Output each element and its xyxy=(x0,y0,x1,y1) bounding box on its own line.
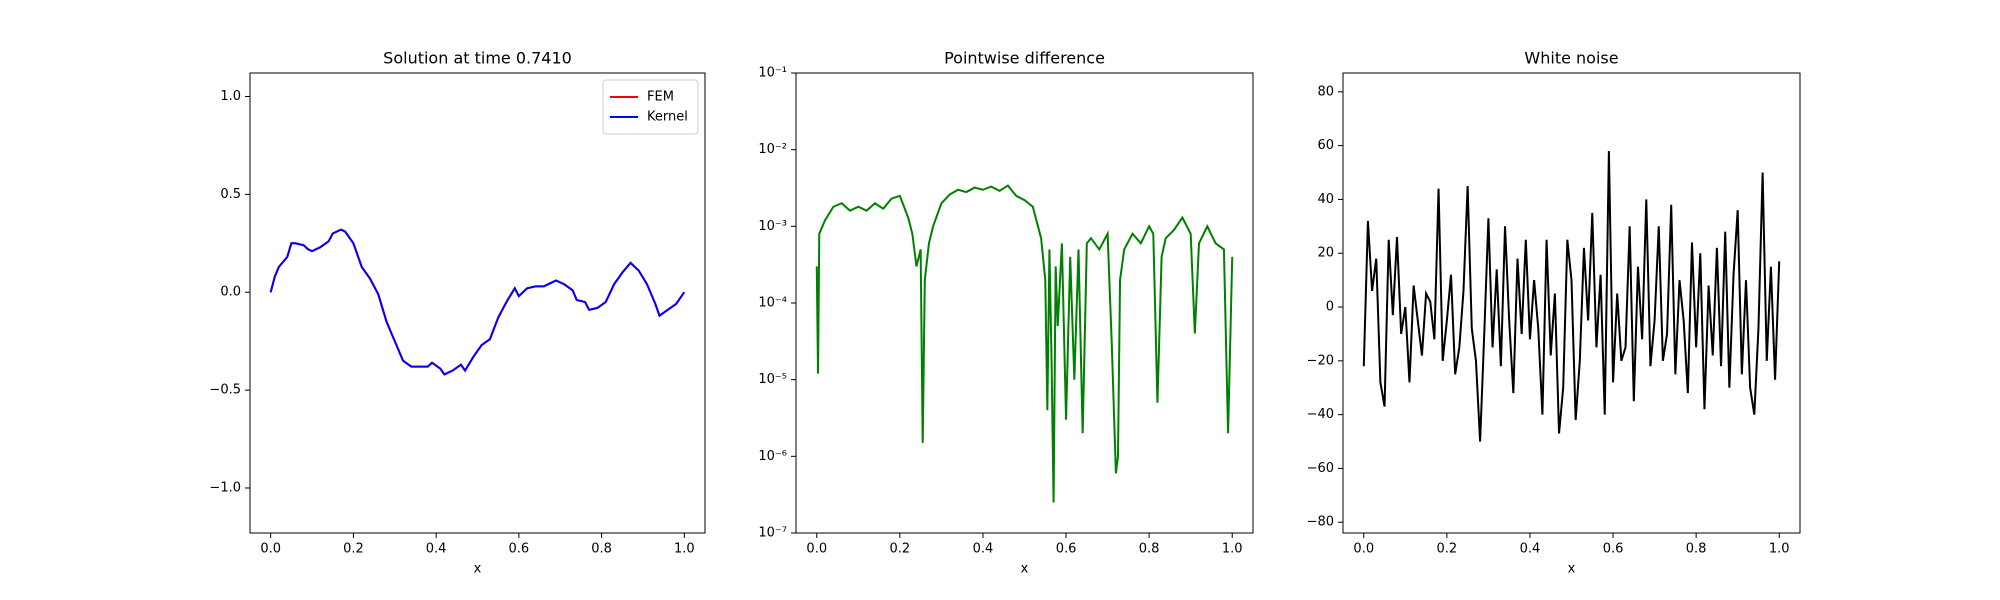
line-series xyxy=(269,228,686,376)
x-tick-label: 0.8 xyxy=(591,542,612,557)
x-tick-label: 1.0 xyxy=(674,542,695,557)
chart-title: Pointwise difference xyxy=(944,49,1105,68)
y-tick-label: −60 xyxy=(1307,461,1334,476)
legend-label: Kernel xyxy=(647,110,688,125)
chart-title: White noise xyxy=(1524,49,1618,68)
x-axis-label: x xyxy=(1021,562,1029,577)
y-tick-label: −80 xyxy=(1307,515,1334,530)
y-tick-label: 10⁻⁵ xyxy=(758,372,787,387)
y-tick-label: −40 xyxy=(1307,407,1334,422)
x-tick-label: 0.6 xyxy=(1603,542,1624,557)
y-tick-label: 20 xyxy=(1317,246,1334,261)
y-tick-label: 0.5 xyxy=(220,187,241,202)
legend-label: FEM xyxy=(647,90,674,105)
y-tick-label: 40 xyxy=(1317,192,1334,207)
axes-frame xyxy=(1342,72,1801,534)
y-tick-label: 0 xyxy=(1326,300,1334,315)
y-tick-label: 10⁻³ xyxy=(758,219,787,234)
y-tick-label: 10⁻⁴ xyxy=(758,296,787,311)
x-tick-label: 1.0 xyxy=(1222,542,1243,557)
y-tick-label: 10⁻¹ xyxy=(758,66,787,81)
y-tick-label: 0.0 xyxy=(220,285,241,300)
x-axis-label: x xyxy=(474,562,482,577)
x-tick-label: 0.0 xyxy=(260,542,281,557)
y-tick-label: −0.5 xyxy=(209,383,241,398)
line-series xyxy=(815,184,1234,503)
x-tick-label: 0.0 xyxy=(1353,542,1374,557)
chart-title: Solution at time 0.7410 xyxy=(383,49,572,68)
line-series xyxy=(269,228,686,376)
x-axis-label: x xyxy=(1568,562,1576,577)
x-tick-label: 0.2 xyxy=(343,542,364,557)
x-tick-label: 0.4 xyxy=(973,542,994,557)
y-tick-label: 10⁻² xyxy=(758,142,787,157)
x-tick-label: 0.4 xyxy=(1520,542,1541,557)
y-tick-label: −1.0 xyxy=(209,480,241,495)
x-tick-label: 0.2 xyxy=(1437,542,1458,557)
legend-box xyxy=(602,79,699,135)
x-tick-label: 1.0 xyxy=(1769,542,1790,557)
x-tick-label: 0.6 xyxy=(1056,542,1077,557)
y-tick-label: 80 xyxy=(1317,84,1334,99)
y-tick-label: −20 xyxy=(1307,353,1334,368)
y-tick-label: 10⁻⁷ xyxy=(758,526,787,541)
x-tick-label: 0.4 xyxy=(426,542,447,557)
y-tick-label: 1.0 xyxy=(220,89,241,104)
x-tick-label: 0.2 xyxy=(890,542,911,557)
y-tick-label: 60 xyxy=(1317,138,1334,153)
y-tick-label: 10⁻⁶ xyxy=(758,449,787,464)
x-tick-label: 0.0 xyxy=(806,542,827,557)
x-tick-label: 0.8 xyxy=(1139,542,1160,557)
axes-frame xyxy=(795,72,1254,534)
line-series xyxy=(1362,150,1781,442)
x-tick-label: 0.8 xyxy=(1686,542,1707,557)
axes-frame xyxy=(249,72,706,534)
x-tick-label: 0.6 xyxy=(509,542,530,557)
